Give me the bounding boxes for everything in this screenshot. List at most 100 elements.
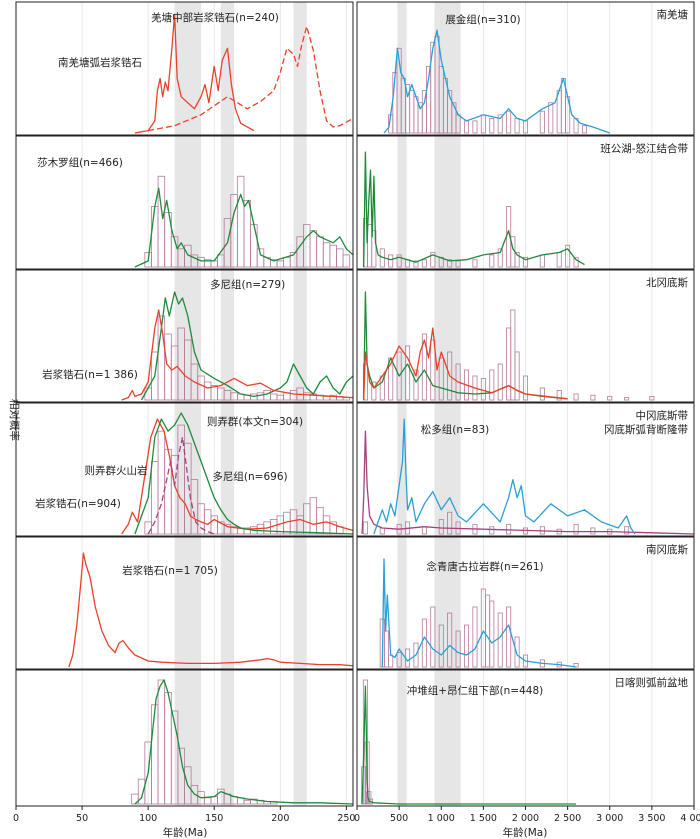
row-frame	[15, 536, 354, 670]
histogram-bar	[430, 339, 436, 401]
series-label: 岩浆锆石(n=1 705)	[122, 564, 218, 577]
series-label: 多尼组(n=279)	[210, 278, 285, 291]
histogram-bar	[497, 612, 503, 668]
series-label: 多尼组(n=696)	[212, 470, 287, 483]
histogram-bar	[489, 369, 495, 401]
histogram-bar	[421, 259, 427, 268]
histogram-bar	[151, 704, 159, 805]
histogram-bar	[270, 393, 278, 401]
x-tick-label: 3 000	[596, 813, 623, 824]
shaded-band	[293, 670, 307, 806]
histogram-bar	[203, 797, 212, 805]
histogram-bar	[472, 259, 478, 268]
histogram-bar	[203, 381, 212, 401]
row-frame	[356, 269, 695, 403]
region-title: 南冈底斯	[646, 543, 688, 556]
series-label: 冲堆组+昂仁组下部(n=448)	[407, 684, 543, 697]
histogram-bar	[607, 395, 613, 401]
shaded-band	[293, 270, 307, 402]
series-label: 松多组(n=83)	[421, 423, 490, 436]
histogram-bar	[405, 345, 411, 401]
histogram-bar	[371, 381, 377, 401]
x-tick-label: 50	[76, 813, 88, 824]
histogram-bar	[362, 521, 368, 535]
histogram-bar	[329, 244, 337, 268]
row-frame	[15, 402, 354, 537]
histogram-bar	[514, 118, 520, 134]
series-label: 念青唐古拉岩群(n=261)	[426, 560, 543, 573]
histogram-bar	[336, 248, 344, 268]
histogram-bar	[283, 256, 291, 268]
histogram-bar	[413, 369, 419, 401]
series-label: 南羌塘弧岩浆锆石	[58, 56, 142, 69]
series-line	[361, 430, 695, 535]
series-line-羌塘中部岩浆锆石	[148, 25, 354, 132]
histogram-bar	[522, 256, 529, 268]
histogram-bar	[316, 506, 324, 535]
histogram-bar	[506, 110, 512, 134]
right-row-2: 班公湖-怒江结合带	[356, 135, 695, 270]
shaded-band	[220, 403, 235, 536]
x-tick-label: 4 000	[680, 813, 700, 824]
shaded-band	[397, 403, 407, 536]
histogram-bar	[573, 663, 579, 668]
histogram-bar	[250, 224, 258, 268]
shaded-band	[220, 2, 235, 135]
histogram-bar	[573, 523, 579, 535]
series-line-冲堆组+昂仁组下部	[361, 685, 576, 805]
histogram-bar	[243, 200, 251, 268]
histogram-bar	[514, 351, 520, 401]
shaded-band	[397, 537, 407, 669]
histogram-bar	[624, 526, 630, 535]
y-axis-label: 相对概率	[8, 399, 21, 441]
histogram-bar	[164, 692, 172, 805]
histogram-bar	[322, 515, 331, 535]
row-frame	[15, 135, 354, 270]
shaded-band	[174, 403, 202, 536]
histogram-bar	[256, 392, 265, 401]
histogram-bar	[396, 351, 402, 401]
x-tick-label: 200	[271, 813, 289, 824]
series-label: 羌塘中部岩浆锆石(n=240)	[151, 11, 279, 24]
series-label: 岩浆锆石(n=1 386)	[42, 368, 138, 381]
histogram-bar	[342, 254, 351, 268]
shaded-band	[174, 537, 202, 669]
shaded-band	[220, 670, 235, 806]
histogram-bar	[472, 120, 478, 134]
histogram-bar	[447, 612, 453, 668]
row-frame	[15, 669, 354, 807]
histogram-bar	[157, 679, 166, 805]
histogram-bar	[447, 351, 453, 401]
histogram-bar	[367, 798, 373, 805]
series-line	[134, 679, 354, 805]
left-row-2: 莎木罗组(n=466)	[15, 135, 354, 270]
x-tick-label: 0	[13, 813, 19, 824]
histogram-bar	[447, 511, 453, 535]
x-tick-label: 3 500	[638, 813, 665, 824]
histogram-bar	[388, 654, 394, 668]
histogram-bar	[464, 120, 470, 134]
histogram-bar	[514, 636, 520, 668]
shaded-band	[220, 270, 235, 402]
histogram-bar	[413, 260, 419, 268]
histogram-bar	[396, 254, 402, 268]
histogram-bar	[322, 395, 331, 401]
right-row-6: 冲堆组+昂仁组下部(n=448) 日喀则弧前盆地	[356, 669, 695, 807]
histogram-bar	[430, 252, 436, 268]
region-title: 日喀则弧前盆地	[615, 676, 689, 689]
series-line	[363, 327, 568, 401]
series-line-松多组	[373, 418, 636, 535]
series-line-则弄群火山岩	[147, 436, 215, 535]
shaded-band	[293, 136, 307, 269]
histogram-bar	[497, 363, 503, 401]
histogram-bar	[371, 230, 377, 268]
histogram-bar	[581, 125, 587, 134]
histogram-bar	[151, 206, 159, 268]
x-tick-label: 500	[390, 813, 408, 824]
row-frame	[356, 135, 695, 270]
histogram-bar	[438, 624, 444, 668]
